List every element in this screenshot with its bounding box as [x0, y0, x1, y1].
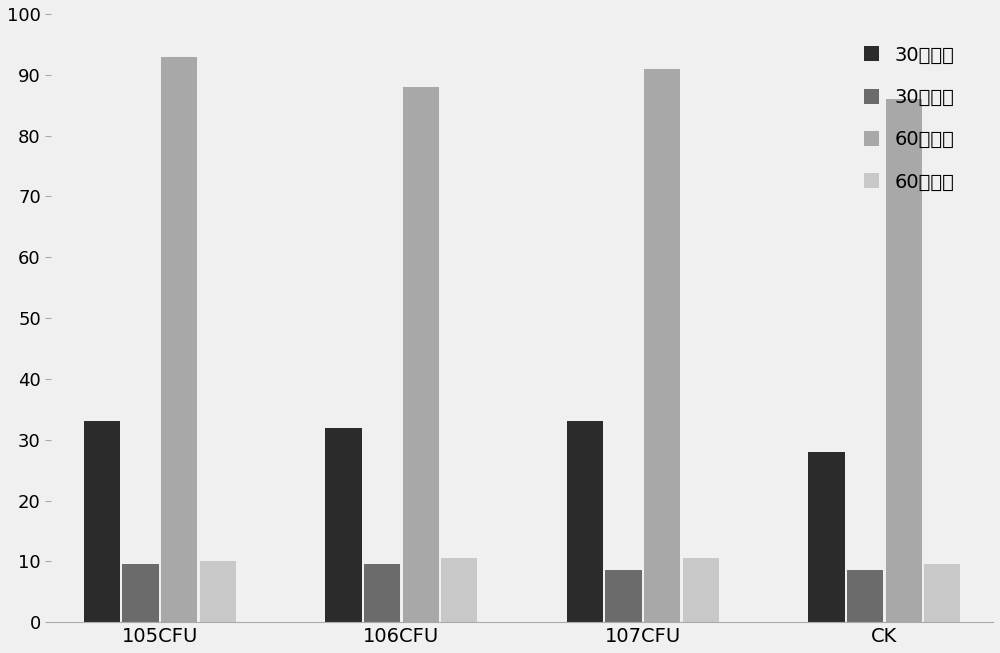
Bar [325, 428, 362, 622]
Bar [605, 571, 642, 622]
Bar [644, 69, 680, 622]
Bar [683, 558, 719, 622]
Legend: 30天株高, 30天茎粗, 60天株高, 60天茎粗: 30天株高, 30天茎粗, 60天株高, 60天茎粗 [854, 36, 964, 201]
Bar [161, 57, 197, 622]
Bar [847, 571, 883, 622]
Bar [567, 421, 603, 622]
Bar [200, 562, 236, 622]
Bar [122, 564, 159, 622]
Bar [808, 452, 845, 622]
Bar [924, 564, 960, 622]
Bar [403, 87, 439, 622]
Bar [364, 564, 400, 622]
Bar [886, 99, 922, 622]
Bar [441, 558, 477, 622]
Bar [84, 421, 120, 622]
